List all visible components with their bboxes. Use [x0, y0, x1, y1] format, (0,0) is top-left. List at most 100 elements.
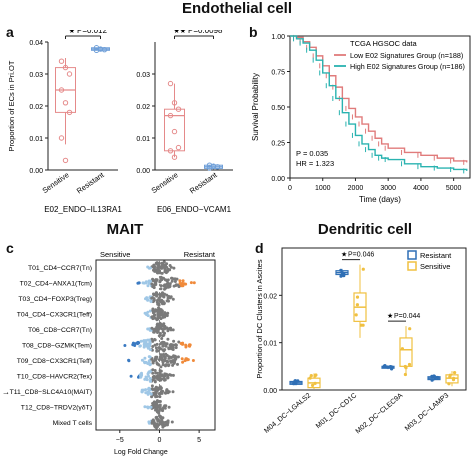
- beeswarm-point: [151, 402, 155, 405]
- beeswarm-point: [163, 423, 167, 427]
- data-point: [167, 148, 174, 154]
- beeswarm-point: [148, 370, 152, 374]
- beeswarm-point: [144, 388, 148, 392]
- data-point: [58, 87, 65, 93]
- beeswarm-point: [191, 359, 195, 362]
- y-tick-label: 0.00: [136, 168, 150, 175]
- beeswarm-point: [151, 371, 155, 375]
- highlight-arrow: →: [2, 387, 10, 396]
- beeswarm-point: [157, 363, 161, 367]
- beeswarm-point: [157, 387, 161, 391]
- x-tick-label: 3000: [380, 185, 396, 192]
- y-tick-label: 0.01: [29, 136, 43, 143]
- beeswarm-point: [159, 300, 163, 304]
- x-tick-label: 0: [158, 437, 162, 444]
- beeswarm-point: [149, 405, 153, 409]
- beeswarm-point: [155, 329, 159, 332]
- beeswarm-point: [151, 285, 155, 289]
- x-category-label: Resistant: [75, 170, 107, 196]
- beeswarm-point: [147, 359, 151, 363]
- legend-entry: Resistant: [420, 251, 452, 260]
- beeswarm-point: [150, 357, 154, 361]
- legend-title: TCGA HGSOC data: [350, 39, 418, 48]
- beeswarm-point: [148, 339, 152, 343]
- data-point: [171, 128, 178, 135]
- beeswarm-point: [158, 420, 162, 423]
- beeswarm-point: [168, 268, 172, 272]
- beeswarm-point: [158, 414, 161, 418]
- beeswarm-point: [152, 292, 155, 296]
- title-dendritic: Dendritic cell: [317, 221, 413, 238]
- beeswarm-point: [152, 330, 156, 334]
- beeswarm-point: [189, 281, 193, 285]
- data-point: [361, 267, 365, 271]
- row-label: T04_CD4−CX3CR1(Teff): [17, 312, 92, 319]
- data-point: [214, 164, 221, 170]
- data-point: [66, 71, 73, 77]
- beeswarm-point: [129, 374, 133, 378]
- beeswarm-point: [150, 296, 154, 300]
- beeswarm-point: [148, 327, 152, 331]
- beeswarm-point: [161, 340, 165, 344]
- y-tick-label: 0.03: [136, 72, 150, 79]
- row-label: T11_CD8−SLC4A10(MAIT): [10, 389, 92, 396]
- data-point: [101, 46, 108, 53]
- beeswarm-point: [150, 326, 154, 330]
- beeswarm-point: [154, 283, 158, 286]
- beeswarm-point: [162, 376, 166, 380]
- beeswarm-point: [172, 339, 176, 343]
- data-point: [66, 109, 73, 116]
- data-point: [339, 274, 343, 278]
- data-point: [175, 144, 182, 151]
- km-curve: [290, 35, 468, 163]
- beeswarm-point: [163, 348, 167, 352]
- beeswarm-point: [143, 339, 147, 343]
- beeswarm-point: [143, 356, 147, 360]
- beeswarm-point: [157, 326, 161, 330]
- data-point: [430, 374, 434, 378]
- beeswarm-point: [156, 314, 160, 318]
- panel-b-chart: 0.00 0.25 0.50 0.75 1.00 0 1000 2000 3000 4000 500…: [251, 34, 471, 204]
- beeswarm-point: [155, 349, 159, 353]
- beeswarm-point: [150, 387, 154, 391]
- y-axis-label: Proportion of ECs in Pri.OT: [7, 60, 16, 151]
- legend-entry: Low E02 Signatures Group (n=188): [350, 51, 463, 60]
- sensitive-label: Sensitive: [100, 250, 130, 259]
- data-point: [383, 364, 387, 368]
- data-point: [355, 295, 360, 299]
- row-label: T06_CD8−CCR7(Tn): [28, 327, 92, 334]
- beeswarm-point: [146, 362, 150, 365]
- beeswarm-point: [158, 395, 162, 399]
- beeswarm-point: [164, 268, 168, 272]
- beeswarm-point: [152, 297, 156, 301]
- beeswarm-point: [164, 278, 168, 282]
- beeswarm-point: [135, 341, 139, 345]
- beeswarm-point: [153, 338, 157, 342]
- beeswarm-point: [155, 278, 159, 282]
- row-label: T02_CD4−ANXA1(Tcm): [20, 281, 92, 288]
- row-label: T10_CD8−HAVCR2(Tex): [17, 373, 92, 380]
- box-body: [399, 337, 413, 367]
- beeswarm-point: [158, 369, 162, 373]
- beeswarm-point: [163, 315, 167, 319]
- data-point: [448, 373, 452, 377]
- x-category-label: Sensitive: [41, 170, 71, 195]
- row-label: T03_CD4−FOXP3(Treg): [18, 296, 92, 303]
- beeswarm-point: [176, 355, 180, 359]
- row-label: T09_CD8−CX3CR1(Teff): [17, 358, 92, 365]
- plot-frame: [95, 259, 216, 431]
- data-point: [407, 362, 412, 367]
- data-point: [400, 347, 404, 351]
- x-category-label: Sensitive: [150, 170, 180, 195]
- beeswarm-point: [156, 302, 160, 306]
- beeswarm-point: [147, 420, 151, 424]
- data-point: [430, 378, 434, 382]
- beeswarm-point: [159, 342, 163, 346]
- panel-a2-chart: 0.00 0.01 0.02 0.03 Sensitive Resistant ★★ P=0.…: [136, 30, 233, 214]
- legend-entry: High E02 Signatures Group (n=186): [350, 62, 465, 71]
- beeswarm-point: [147, 279, 151, 283]
- beeswarm-point: [161, 360, 165, 364]
- beeswarm-point: [181, 282, 185, 286]
- beeswarm-point: [165, 293, 169, 297]
- y-tick-label: 0.02: [136, 104, 150, 111]
